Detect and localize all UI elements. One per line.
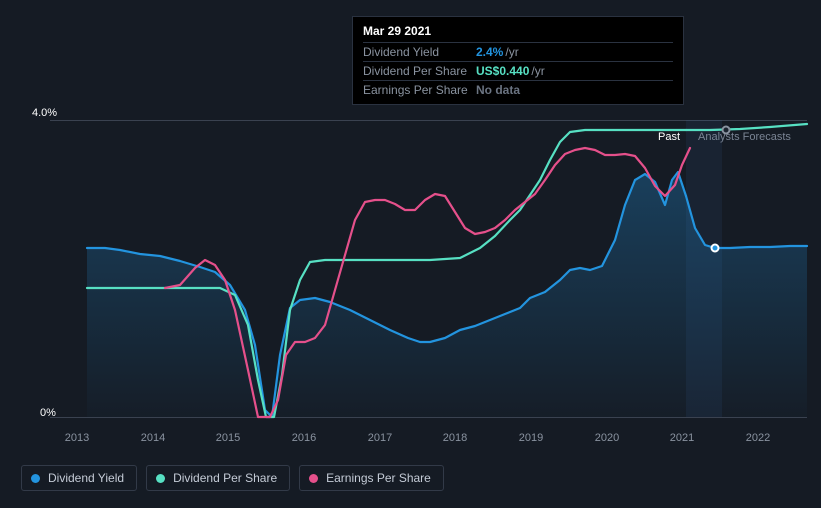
x-axis-label: 2020 bbox=[595, 432, 619, 444]
chart-container: 4.0%0% 201320142015201620172018201920202… bbox=[14, 0, 807, 450]
x-axis-label: 2016 bbox=[292, 432, 316, 444]
tooltip-value: No data bbox=[476, 83, 520, 97]
x-axis-label: 2018 bbox=[443, 432, 467, 444]
x-axis-label: 2022 bbox=[746, 432, 770, 444]
past-label: Past bbox=[658, 131, 680, 143]
legend-dot-icon bbox=[31, 474, 40, 483]
dividend-yield-marker bbox=[711, 244, 720, 253]
legend-label: Dividend Per Share bbox=[173, 471, 277, 485]
tooltip-date: Mar 29 2021 bbox=[363, 22, 673, 42]
x-axis-label: 2019 bbox=[519, 432, 543, 444]
x-axis-label: 2015 bbox=[216, 432, 240, 444]
tooltip-key: Earnings Per Share bbox=[363, 83, 476, 97]
legend-item[interactable]: Dividend Per Share bbox=[146, 465, 290, 491]
legend-dot-icon bbox=[309, 474, 318, 483]
x-axis-label: 2014 bbox=[141, 432, 165, 444]
forecast-label: Analysts Forecasts bbox=[698, 131, 791, 143]
gridline bbox=[50, 417, 807, 418]
tooltip-row: Earnings Per ShareNo data bbox=[363, 80, 673, 99]
tooltip-value: 2.4% bbox=[476, 45, 503, 59]
y-axis-label: 4.0% bbox=[32, 107, 57, 119]
legend-dot-icon bbox=[156, 474, 165, 483]
legend: Dividend Yield Dividend Per Share Earnings… bbox=[21, 465, 444, 491]
x-axis-label: 2013 bbox=[65, 432, 89, 444]
tooltip-row: Dividend Per ShareUS$0.440 /yr bbox=[363, 61, 673, 80]
tooltip-unit: /yr bbox=[531, 64, 544, 78]
legend-item[interactable]: Earnings Per Share bbox=[299, 465, 444, 491]
legend-item[interactable]: Dividend Yield bbox=[21, 465, 137, 491]
x-axis-label: 2017 bbox=[368, 432, 392, 444]
chart-tooltip: Mar 29 2021 Dividend Yield2.4% /yrDivide… bbox=[352, 16, 684, 105]
tooltip-unit: /yr bbox=[505, 45, 518, 59]
tooltip-row: Dividend Yield2.4% /yr bbox=[363, 42, 673, 61]
chart-plot bbox=[50, 120, 807, 417]
tooltip-value: US$0.440 bbox=[476, 64, 529, 78]
tooltip-key: Dividend Yield bbox=[363, 45, 476, 59]
legend-label: Earnings Per Share bbox=[326, 471, 431, 485]
x-axis-label: 2021 bbox=[670, 432, 694, 444]
legend-label: Dividend Yield bbox=[48, 471, 124, 485]
tooltip-key: Dividend Per Share bbox=[363, 64, 476, 78]
